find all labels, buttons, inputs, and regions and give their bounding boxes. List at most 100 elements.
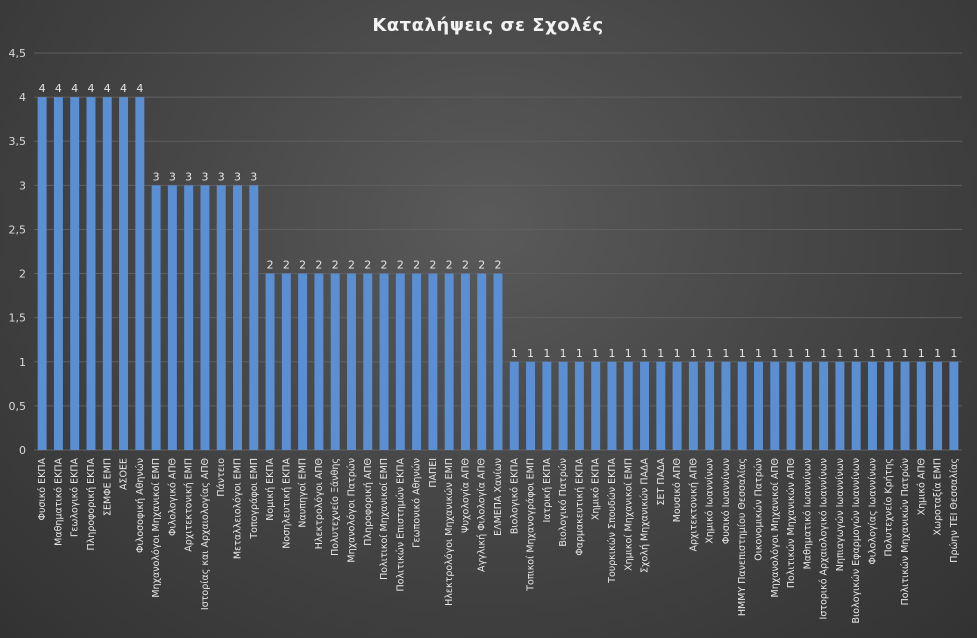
data-label: 3 <box>169 170 176 183</box>
data-label: 1 <box>934 347 941 360</box>
bar <box>53 97 63 451</box>
x-tick-label: ΠΑΠΕΙ <box>428 458 439 488</box>
data-label: 1 <box>625 347 632 360</box>
bar <box>298 273 308 450</box>
x-tick-label: Μεταλλειολόγοι ΕΜΠ <box>233 458 244 559</box>
x-tick-label: Φυσικό ΕΚΠΑ <box>37 457 48 520</box>
x-tick-label: Ηλεκτρολόγοι Μηχανικών ΕΜΠ <box>444 458 455 606</box>
data-label: 1 <box>511 347 518 360</box>
x-tick-label: Τοπογράφοι ΕΜΠ <box>249 458 260 540</box>
bar <box>591 361 601 450</box>
x-tick-label: Ιατρική ΕΚΠΑ <box>542 458 553 523</box>
x-tick-label: ΑΣΟΕΕ <box>119 458 130 490</box>
data-label: 1 <box>918 347 925 360</box>
x-tick-label: Χωροταξία ΕΜΠ <box>933 458 944 535</box>
bars <box>37 97 959 451</box>
x-tick-label: Φαρμακευτική ΕΚΠΑ <box>574 458 585 556</box>
x-tick-label: Αρχιτεκτονική ΑΠΘ <box>688 458 699 552</box>
x-tick-label: Σχολή Μηχανικών ΠΑΔΑ <box>640 458 651 573</box>
bar <box>851 361 861 450</box>
bar <box>379 273 389 450</box>
y-tick-label: 4 <box>19 91 26 104</box>
x-tick-label: Πολυτεχνείο Κρήτης <box>884 458 895 557</box>
data-label: 1 <box>836 347 843 360</box>
data-label: 3 <box>153 170 160 183</box>
data-label: 1 <box>804 347 811 360</box>
data-label: 3 <box>234 170 241 183</box>
x-tick-label: Πολιτικών Μηχανικών ΑΠΘ <box>786 458 797 588</box>
x-tick-label: Νομική ΕΚΠΑ <box>265 458 276 521</box>
bar <box>770 361 780 450</box>
x-tick-label: Μηχανολόγοι Μηχανικοί ΕΜΠ <box>151 458 162 598</box>
bar <box>640 361 649 450</box>
data-label: 1 <box>543 347 550 360</box>
data-label: 1 <box>820 347 827 360</box>
data-label: 3 <box>185 170 192 183</box>
bar <box>477 273 487 450</box>
bar <box>558 361 568 450</box>
bar <box>330 273 340 450</box>
x-tick-label: Φιλολογικό ΑΠΘ <box>167 458 178 536</box>
bar <box>819 361 829 450</box>
bar <box>509 361 519 450</box>
x-tick-label: Πολιτικοί Μηχανικοί ΕΜΠ <box>379 458 390 580</box>
x-tick-label: Χημικοί Μηχανικοί ΕΜΠ <box>623 458 634 571</box>
x-axis: Φυσικό ΕΚΠΑ Μαθηματικό ΕΚΠΑ Γεωλογικό ΕΚΠΑ… <box>37 457 960 623</box>
x-tick-label: Φιλοσοφική Αθηνών <box>135 458 146 553</box>
y-tick-label: 1 <box>19 356 26 369</box>
data-label: 1 <box>885 347 892 360</box>
x-tick-label: Γεωλογικό ΕΚΠΑ <box>70 458 81 537</box>
bar <box>395 273 405 450</box>
bar <box>281 273 291 450</box>
bar <box>102 97 112 451</box>
x-tick-label: ΣΕΤ ΠΑΔΑ <box>656 458 667 506</box>
x-tick-label: Πάντειο <box>216 458 227 497</box>
bar <box>672 361 682 450</box>
data-label: 4 <box>39 82 46 95</box>
bar <box>884 361 894 450</box>
data-label: 4 <box>104 82 111 95</box>
y-tick-label: 1,5 <box>9 312 27 325</box>
y-axis: 0 0,5 1 1,5 2 2,5 3 3,5 4 4,5 <box>9 47 27 457</box>
bar <box>363 273 373 450</box>
x-tick-label: Αγγλική Φιλολογία ΑΠΘ <box>477 458 488 572</box>
data-label: 2 <box>429 259 436 272</box>
y-tick-label: 3,5 <box>9 135 27 148</box>
bar <box>916 361 926 450</box>
bar <box>460 273 470 450</box>
x-tick-label: Πολιτικών Επιστημών ΕΚΠΑ <box>395 458 406 592</box>
data-label: 2 <box>348 259 355 272</box>
data-label: 1 <box>690 347 697 360</box>
data-label: 1 <box>950 347 957 360</box>
x-tick-label: Ιστορικό Αρχαιολογικό Ιωαννίνων <box>819 458 830 619</box>
data-label: 1 <box>722 347 729 360</box>
x-tick-label: Πολιτικών Μηχανικών Πατρών <box>900 458 911 605</box>
x-tick-label: Γεωπονικό Αθηνών <box>412 458 423 548</box>
data-label: 2 <box>315 259 322 272</box>
data-label: 4 <box>87 82 94 95</box>
data-label: 2 <box>283 259 290 272</box>
data-label: 1 <box>674 347 681 360</box>
bar <box>249 185 259 450</box>
x-tick-label: Τοπικοί Μηχανογράφοι ΕΜΠ <box>526 458 537 592</box>
data-label: 1 <box>853 347 860 360</box>
y-tick-label: 2,5 <box>9 223 27 236</box>
bar <box>737 361 747 450</box>
bar <box>86 97 96 451</box>
bar <box>216 185 226 450</box>
data-label: 1 <box>641 347 648 360</box>
x-tick-label: Βιολογικών Εφαρμογών Ιωαννίνων <box>851 458 862 623</box>
data-label: 4 <box>120 82 127 95</box>
bar <box>135 97 145 451</box>
data-label: 2 <box>446 259 453 272</box>
y-tick-label: 3 <box>19 179 26 192</box>
data-label: 2 <box>495 259 502 272</box>
data-label: 1 <box>560 347 567 360</box>
bar <box>526 361 536 450</box>
x-tick-label: Ιστορίας και Αρχαιολογίας ΑΠΘ <box>200 458 211 610</box>
data-label: 2 <box>332 259 339 272</box>
bar <box>835 361 845 450</box>
y-tick-label: 2 <box>19 268 26 281</box>
bar <box>705 361 715 450</box>
